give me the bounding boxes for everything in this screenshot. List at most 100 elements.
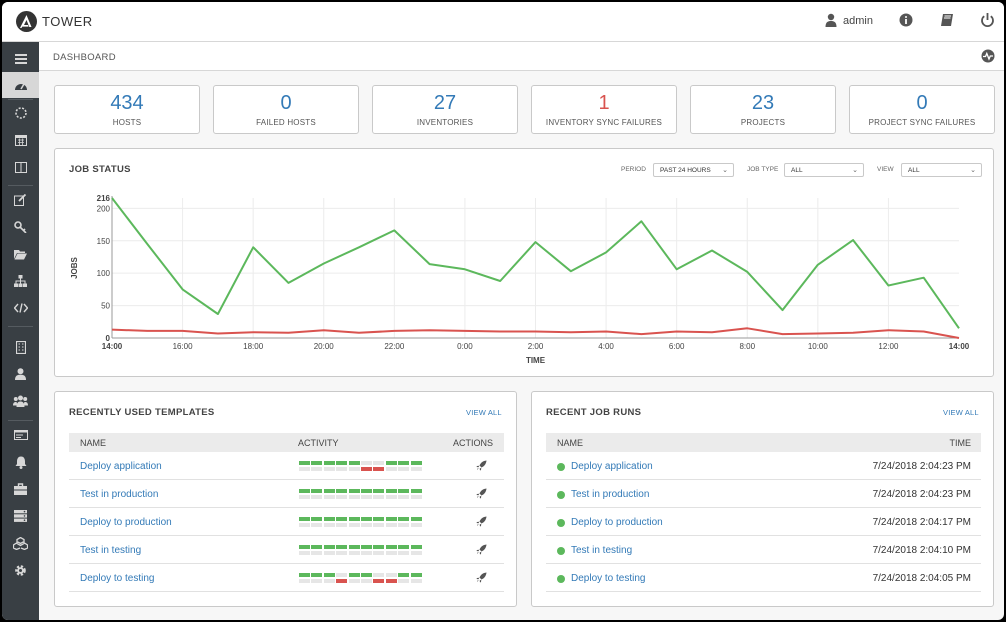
job-success-indicator[interactable]	[410, 461, 422, 471]
template-name-link[interactable]: Deploy application	[80, 461, 162, 472]
job-success-indicator[interactable]	[398, 545, 410, 555]
job-success-indicator[interactable]	[336, 545, 348, 555]
job-success-indicator[interactable]	[360, 489, 372, 499]
instance-groups-icon[interactable]	[2, 503, 39, 529]
hosts-count-card[interactable]: 434 HOSTS	[54, 85, 200, 134]
template-name-link[interactable]: Deploy to testing	[80, 573, 155, 584]
dashboard-icon[interactable]	[2, 72, 39, 98]
portal-mode-icon[interactable]	[2, 154, 39, 180]
templates-view-all-link[interactable]: VIEW ALL	[466, 408, 502, 417]
job-success-indicator[interactable]	[299, 573, 310, 583]
job-success-indicator[interactable]	[373, 545, 385, 555]
launch-rocket-icon[interactable]	[476, 488, 487, 502]
launch-rocket-icon[interactable]	[476, 544, 487, 558]
job-success-indicator[interactable]	[348, 489, 360, 499]
job-name-link[interactable]: Test in production	[571, 489, 650, 500]
templates-icon[interactable]	[2, 187, 39, 213]
settings-icon[interactable]	[2, 557, 39, 583]
projects-icon[interactable]	[2, 241, 39, 267]
job-success-indicator[interactable]	[410, 573, 422, 583]
job-success-indicator[interactable]	[323, 545, 335, 555]
job-success-indicator[interactable]	[385, 545, 397, 555]
launch-rocket-icon[interactable]	[476, 572, 487, 586]
template-name-link[interactable]: Deploy to production	[80, 517, 172, 528]
credential-types-icon[interactable]	[2, 422, 39, 448]
username-link[interactable]: admin	[843, 15, 873, 27]
job-success-indicator[interactable]	[360, 573, 372, 583]
job-name-link[interactable]: Test in testing	[571, 545, 633, 556]
job-success-indicator[interactable]	[385, 517, 397, 527]
job-success-indicator[interactable]	[299, 517, 310, 527]
users-icon[interactable]	[2, 361, 39, 387]
col-name[interactable]: NAME	[80, 438, 107, 448]
activity-stream-icon[interactable]	[981, 49, 995, 68]
job-success-indicator[interactable]	[385, 489, 397, 499]
failed-hosts-count-card[interactable]: 0 FAILED HOSTS	[213, 85, 359, 134]
view-select[interactable]: ALL ⌄	[901, 163, 982, 177]
job-success-indicator[interactable]	[323, 461, 335, 471]
job-failure-indicator[interactable]	[336, 573, 348, 583]
documentation-icon[interactable]	[940, 13, 955, 33]
job-success-indicator[interactable]	[385, 461, 397, 471]
job-success-indicator[interactable]	[323, 573, 335, 583]
job-success-indicator[interactable]	[348, 545, 360, 555]
job-success-indicator[interactable]	[360, 545, 372, 555]
template-name-link[interactable]: Test in production	[80, 489, 159, 500]
job-success-indicator[interactable]	[311, 461, 323, 471]
projects-count-card[interactable]: 23 PROJECTS	[690, 85, 836, 134]
period-select[interactable]: PAST 24 HOURS ⌄	[653, 163, 734, 177]
tower-logo-icon[interactable]	[16, 11, 37, 32]
project-sync-failures-card[interactable]: 0 PROJECT SYNC FAILURES	[849, 85, 995, 134]
jobs-icon[interactable]	[2, 100, 39, 126]
job-runs-view-all-link[interactable]: VIEW ALL	[943, 408, 979, 417]
job-success-indicator[interactable]	[323, 489, 335, 499]
template-name-link[interactable]: Test in testing	[80, 545, 142, 556]
applications-icon[interactable]	[2, 530, 39, 556]
job-success-indicator[interactable]	[348, 461, 360, 471]
notifications-icon[interactable]	[2, 449, 39, 475]
job-success-indicator[interactable]	[348, 517, 360, 527]
menu-icon[interactable]	[2, 46, 39, 72]
col-time[interactable]: TIME	[949, 438, 972, 448]
job-failure-indicator[interactable]	[373, 461, 385, 471]
job-success-indicator[interactable]	[299, 545, 310, 555]
job-success-indicator[interactable]	[348, 573, 360, 583]
job-success-indicator[interactable]	[311, 517, 323, 527]
job-success-indicator[interactable]	[311, 573, 323, 583]
job-failure-indicator[interactable]	[385, 573, 397, 583]
job-success-indicator[interactable]	[311, 545, 323, 555]
job-success-indicator[interactable]	[373, 517, 385, 527]
job-success-indicator[interactable]	[360, 517, 372, 527]
col-name[interactable]: NAME	[557, 438, 584, 448]
job-success-indicator[interactable]	[410, 489, 422, 499]
job-success-indicator[interactable]	[410, 517, 422, 527]
job-name-link[interactable]: Deploy to production	[571, 517, 663, 528]
job-success-indicator[interactable]	[336, 461, 348, 471]
launch-rocket-icon[interactable]	[476, 460, 487, 474]
job-success-indicator[interactable]	[373, 489, 385, 499]
job-success-indicator[interactable]	[410, 545, 422, 555]
inventory-scripts-icon[interactable]	[2, 295, 39, 321]
teams-icon[interactable]	[2, 388, 39, 414]
job-success-indicator[interactable]	[299, 489, 310, 499]
user-icon[interactable]	[825, 13, 837, 32]
job-success-indicator[interactable]	[299, 461, 310, 471]
job-success-indicator[interactable]	[323, 517, 335, 527]
job-success-indicator[interactable]	[336, 517, 348, 527]
inventories-count-card[interactable]: 27 INVENTORIES	[372, 85, 518, 134]
job-success-indicator[interactable]	[398, 489, 410, 499]
info-icon[interactable]	[899, 13, 913, 32]
logout-power-icon[interactable]	[980, 12, 995, 33]
organizations-icon[interactable]	[2, 334, 39, 360]
job-success-indicator[interactable]	[311, 489, 323, 499]
job-failure-indicator[interactable]	[373, 573, 385, 583]
job-success-indicator[interactable]	[398, 461, 410, 471]
launch-rocket-icon[interactable]	[476, 516, 487, 530]
credentials-icon[interactable]	[2, 214, 39, 240]
job-success-indicator[interactable]	[398, 573, 410, 583]
job-name-link[interactable]: Deploy application	[571, 461, 653, 472]
job-name-link[interactable]: Deploy to testing	[571, 573, 646, 584]
job-success-indicator[interactable]	[398, 517, 410, 527]
job-failure-indicator[interactable]	[360, 461, 372, 471]
job-success-indicator[interactable]	[336, 489, 348, 499]
